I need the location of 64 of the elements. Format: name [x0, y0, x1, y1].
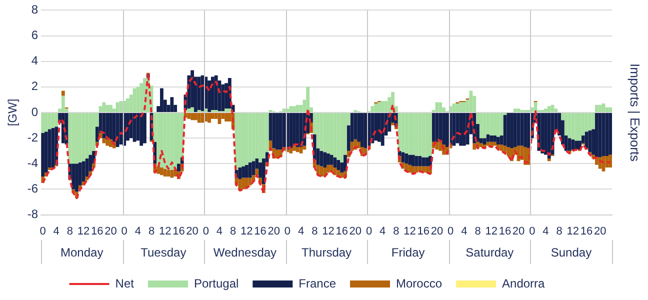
x-tick-label: 12: [322, 225, 334, 238]
x-tick-label: 16: [336, 225, 348, 238]
x-tick-label: 8: [474, 225, 481, 238]
x-tick-label: 4: [542, 225, 549, 238]
legend-label: France: [298, 276, 336, 290]
x-tick-label: 0: [284, 225, 291, 238]
y-tick-label: -8: [27, 207, 38, 222]
x-tick-label: 8: [66, 225, 74, 238]
x-tick-label: 4: [216, 225, 223, 238]
x-tick-label: 8: [556, 225, 562, 238]
y2-axis-title: Imports | Exports: [627, 63, 642, 162]
y-axis-title: [GW]: [6, 98, 20, 126]
x-tick-label: 0: [121, 225, 128, 238]
x-tick-label: 0: [202, 225, 209, 238]
x-tick-label: 8: [148, 225, 155, 238]
y-tick-label: -2: [27, 130, 38, 144]
x-tick-label: 4: [53, 225, 60, 238]
y-tick-label: -4: [27, 156, 38, 170]
x-tick-label: 12: [77, 225, 90, 238]
x-tick-label: 20: [186, 225, 198, 238]
x-tick-label: 8: [393, 225, 400, 238]
x-tick-label: 12: [404, 225, 416, 238]
y-tick-label: 2: [31, 79, 38, 94]
x-tick-label: 8: [312, 225, 318, 238]
x-tick-label: 20: [430, 225, 444, 238]
x-tick-label: 4: [134, 225, 141, 238]
y-tick-label: 4: [31, 54, 38, 68]
x-tick-label: 12: [240, 225, 253, 238]
x-tick-label: 16: [254, 225, 266, 238]
legend-label: Portugal: [194, 276, 239, 290]
legend-label: Net: [115, 276, 135, 290]
x-tick-label: 4: [298, 225, 304, 238]
legend-label: Morocco: [396, 276, 442, 290]
x-tick-label: 0: [448, 225, 454, 238]
y-tick-label: -6: [27, 182, 38, 196]
x-tick-label: 16: [172, 225, 185, 238]
y-tick-label: 6: [31, 28, 38, 42]
text: Saturday: [466, 245, 514, 260]
x-tick-label: 16: [417, 225, 430, 238]
x-tick-label: 16: [580, 225, 593, 238]
text: Monday: [60, 245, 104, 260]
y-tick-label: 8: [31, 2, 38, 17]
x-tick-label: 0: [529, 225, 536, 238]
x-tick-label: 20: [104, 225, 117, 238]
x-tick-label: 20: [349, 225, 362, 238]
x-tick-label: 12: [566, 225, 580, 238]
x-tick-label: 12: [485, 225, 498, 238]
text: Tuesday: [140, 245, 186, 260]
x-tick-label: 0: [366, 225, 372, 238]
x-tick-label: 16: [498, 225, 512, 238]
text: Friday: [391, 245, 425, 260]
x-tick-label: 20: [512, 225, 525, 238]
x-tick-label: 8: [230, 225, 236, 238]
text: Sunday: [550, 245, 592, 260]
legend-label: Andorra: [502, 276, 546, 290]
x-tick-label: 16: [91, 225, 104, 238]
text: Wednesday: [213, 245, 277, 260]
text: Thursday: [302, 245, 352, 260]
x-tick-label: 4: [380, 225, 386, 238]
x-tick-label: 4: [461, 225, 468, 238]
x-tick-label: 12: [158, 225, 172, 238]
x-tick-label: 20: [268, 225, 280, 238]
y-tick-label: 0: [31, 104, 38, 119]
x-tick-label: 20: [594, 225, 606, 238]
